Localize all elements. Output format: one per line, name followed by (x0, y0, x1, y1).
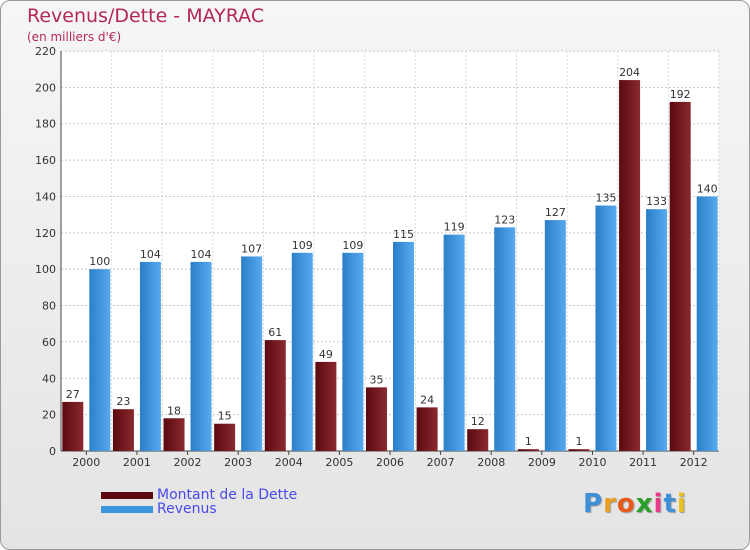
bar-revenus (139, 261, 161, 451)
data-label: 15 (218, 410, 232, 423)
legend-label-revenus: Revenus (157, 501, 217, 517)
data-label: 135 (595, 192, 616, 205)
y-tick-label: 40 (42, 372, 56, 385)
x-tick-label: 2011 (629, 456, 657, 469)
y-tick-label: 160 (35, 154, 56, 167)
data-label: 1 (525, 435, 532, 448)
data-label: 123 (494, 213, 515, 226)
data-label: 61 (268, 326, 282, 339)
bar-dette (416, 407, 438, 451)
x-tick-label: 2004 (275, 456, 303, 469)
bar-dette (467, 429, 489, 451)
bar-dette (366, 387, 387, 451)
data-label: 12 (471, 415, 485, 428)
legend-item-dette: Montant de la Dette (101, 487, 297, 503)
x-tick-label: 2003 (224, 456, 252, 469)
legend-item-revenus: Revenus (101, 501, 217, 517)
x-tick-label: 2010 (578, 456, 606, 469)
x-tick-label: 2000 (72, 456, 100, 469)
data-label: 204 (619, 66, 640, 79)
x-tick-label: 2002 (174, 456, 202, 469)
bar-dette (619, 80, 641, 451)
bar-dette (62, 401, 84, 451)
x-tick-label: 2005 (325, 456, 353, 469)
x-tick-label: 2009 (528, 456, 556, 469)
data-label: 192 (670, 88, 691, 101)
chart-title: Revenus/Dette - MAYRAC (27, 5, 265, 27)
legend-label-dette: Montant de la Dette (157, 487, 298, 503)
bar-revenus (646, 209, 668, 451)
chart-subtitle: (en milliers d'€) (27, 30, 122, 44)
bar-dette (669, 101, 691, 451)
bar-dette (568, 449, 590, 451)
y-tick-label: 180 (35, 118, 56, 131)
data-label: 23 (116, 395, 130, 408)
x-tick-label: 2012 (680, 456, 708, 469)
y-tick-label: 80 (42, 300, 56, 313)
logo-letter: x (635, 489, 654, 519)
legend-swatch-dette (101, 491, 153, 499)
x-tick-label: 2008 (477, 456, 505, 469)
bar-revenus (291, 252, 313, 451)
bar-revenus (190, 261, 212, 451)
bar-revenus (241, 256, 263, 451)
y-tick-label: 0 (49, 445, 56, 458)
logo-letter: i (676, 489, 687, 519)
data-label: 127 (545, 206, 566, 219)
bar-dette (517, 449, 539, 451)
logo-letter: t (663, 489, 677, 519)
logo-letter: r (603, 489, 617, 519)
bar-revenus (443, 234, 465, 451)
data-label: 24 (420, 393, 434, 406)
data-label: 104 (191, 248, 212, 261)
bar-revenus (393, 241, 414, 451)
y-tick-label: 100 (35, 263, 56, 276)
data-label: 140 (697, 182, 718, 195)
bar-dette (264, 340, 286, 451)
bar-revenus (89, 269, 111, 451)
bar-revenus (595, 205, 617, 451)
logo-letter: i (653, 489, 664, 519)
data-label: 49 (319, 348, 333, 361)
data-label: 109 (342, 239, 363, 252)
y-tick-label: 220 (35, 45, 56, 58)
data-label: 100 (89, 255, 110, 268)
x-tick-label: 2001 (123, 456, 151, 469)
bar-revenus (696, 196, 718, 451)
data-label: 1 (575, 435, 582, 448)
x-tick-label: 2007 (427, 456, 455, 469)
legend-swatch-revenus (101, 505, 153, 513)
data-label: 115 (393, 228, 414, 241)
logo-letter: o (616, 489, 636, 519)
bar-dette (112, 409, 134, 451)
x-tick-label: 2006 (376, 456, 404, 469)
data-label: 35 (370, 373, 384, 386)
data-label: 119 (444, 221, 465, 234)
y-tick-label: 120 (35, 227, 56, 240)
data-label: 133 (646, 195, 667, 208)
y-tick-label: 140 (35, 190, 56, 203)
bar-dette (315, 361, 337, 451)
bar-revenus (544, 220, 566, 451)
y-tick-label: 60 (42, 336, 56, 349)
data-label: 107 (241, 242, 262, 255)
bar-revenus (342, 252, 364, 451)
data-label: 104 (140, 248, 161, 261)
logo-letter: P (583, 489, 604, 519)
proxiti-logo: Proxiti (583, 489, 687, 519)
y-tick-label: 20 (42, 409, 56, 422)
data-label: 109 (292, 239, 313, 252)
bar-dette (163, 418, 185, 451)
y-tick-label: 200 (35, 81, 56, 94)
bar-revenus (494, 227, 516, 451)
data-label: 18 (167, 404, 181, 417)
bar-dette (214, 423, 236, 451)
data-label: 27 (66, 388, 80, 401)
